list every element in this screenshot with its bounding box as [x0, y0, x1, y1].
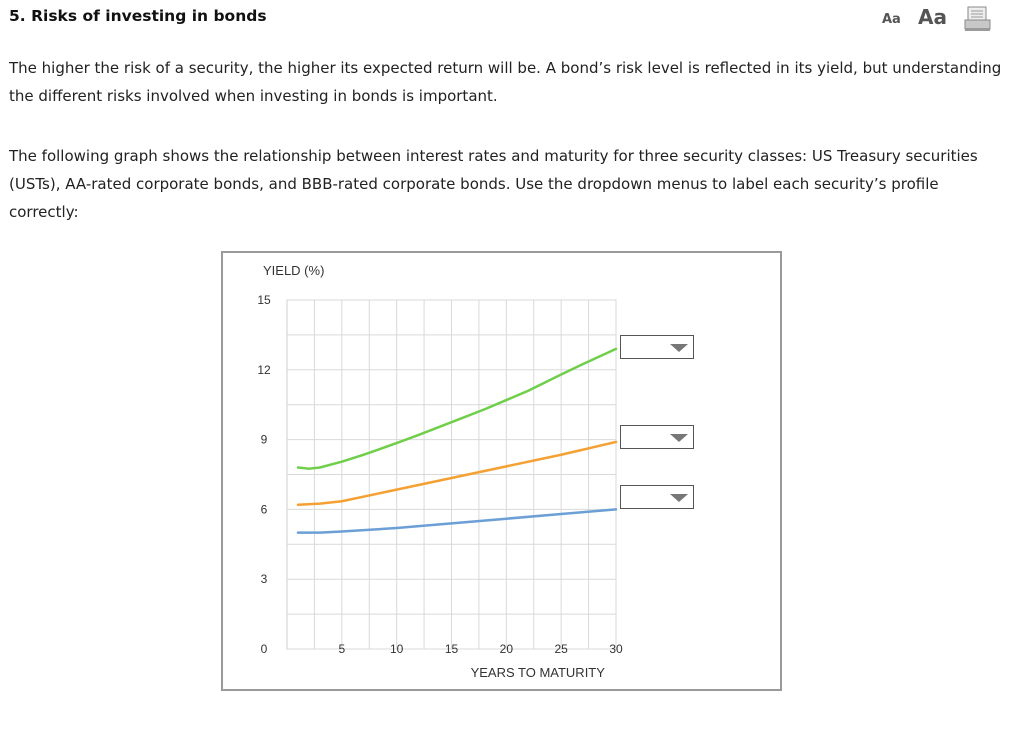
- series-line-2: [296, 508, 618, 534]
- x-tick-label: 15: [445, 642, 459, 656]
- x-tick-label: 10: [390, 642, 404, 656]
- y-tick-label: 3: [261, 572, 268, 586]
- y-tick-label: 9: [261, 433, 268, 447]
- series-line-0: [296, 347, 618, 470]
- x-tick-label: 20: [500, 642, 514, 656]
- x-tick-label: 25: [554, 642, 568, 656]
- series-line-1: [296, 440, 618, 506]
- yield-curve-graph: YIELD (%) YEARS TO MATURITY 15 12 9 6 3 0 5 10 15 2…: [221, 251, 782, 691]
- blue-line-label-dropdown[interactable]: [620, 485, 694, 509]
- chevron-down-icon: [670, 344, 688, 352]
- y-tick-label: 12: [257, 363, 271, 377]
- y-tick-label: 6: [261, 502, 268, 516]
- page-title: 5. Risks of investing in bonds: [9, 7, 267, 25]
- increase-font-button[interactable]: Aa: [918, 5, 947, 29]
- y-tick-label: 15: [257, 293, 271, 307]
- orange-line-label-dropdown[interactable]: [620, 425, 694, 449]
- decrease-font-button[interactable]: Aa: [882, 12, 901, 27]
- green-line-label-dropdown[interactable]: [620, 335, 694, 359]
- chevron-down-icon: [670, 494, 688, 502]
- x-axis-title: YEARS TO MATURITY: [471, 665, 606, 680]
- y-axis-title: YIELD (%): [263, 263, 324, 278]
- x-tick-label: 30: [609, 642, 623, 656]
- intro-paragraph: The higher the risk of a security, the h…: [9, 59, 1002, 105]
- chevron-down-icon: [670, 434, 688, 442]
- instruction-paragraph: The following graph shows the relationsh…: [9, 147, 978, 221]
- y-tick-label: 0: [261, 642, 268, 656]
- print-icon[interactable]: [964, 6, 992, 36]
- x-tick-label: 5: [338, 642, 345, 656]
